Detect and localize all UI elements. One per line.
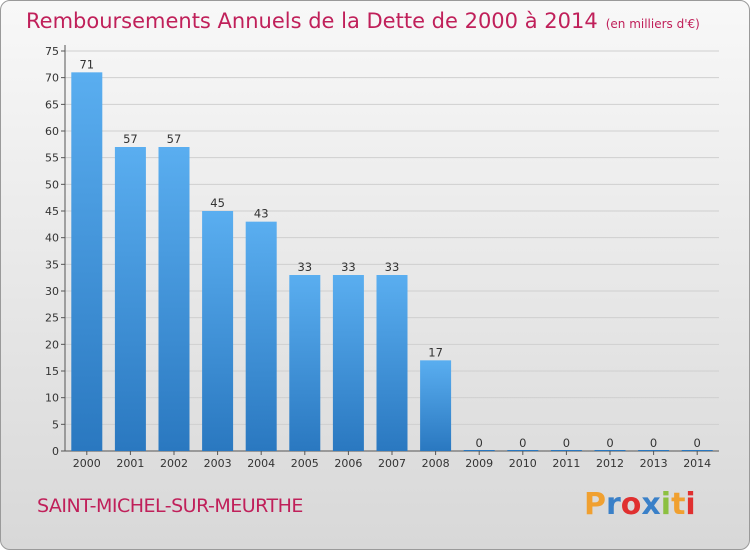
bar-2007 [376,275,408,451]
data-label-2008: 17 [428,345,443,359]
y-tick-label: 70 [45,72,59,85]
data-label-2006: 33 [341,260,356,274]
data-label-2004: 43 [254,207,269,221]
bar-2001 [114,147,146,451]
data-label-2000: 71 [79,57,94,71]
data-labels: 71 57 57 45 43 33 33 33 17 0 0 0 0 0 0 [79,57,700,450]
data-label-2001: 57 [123,132,138,146]
y-tick-label: 35 [45,258,59,271]
logo-letter: i [685,487,696,522]
bar-2000 [71,72,103,451]
x-tick-label: 2012 [596,457,624,470]
chart-unit: (en milliers d'€) [605,17,700,31]
y-tick-label: 45 [45,205,59,218]
chart-title: Remboursements Annuels de la Dette de 20… [26,9,700,33]
chart-title-text: Remboursements Annuels de la Dette de 20… [26,9,598,33]
logo-letter: x [641,487,661,522]
x-tick-label: 2014 [683,457,711,470]
y-tick-label: 75 [45,45,59,58]
y-tick-label: 0 [52,445,59,458]
x-tick-label: 2007 [378,457,406,470]
data-label-2005: 33 [297,260,312,274]
y-tick-label: 30 [45,285,59,298]
data-label-2003: 45 [210,196,225,210]
y-tick-label: 40 [45,232,59,245]
data-label-2007: 33 [385,260,400,274]
logo-letter: P [584,487,606,522]
y-tick-label: 25 [45,312,59,325]
bar-2003 [202,211,234,451]
data-label-2013: 0 [650,436,657,450]
bar-2008 [420,360,452,451]
data-label-2011: 0 [563,436,570,450]
x-tick-label: 2001 [116,457,144,470]
data-label-2014: 0 [694,436,701,450]
x-tick-label: 2003 [204,457,232,470]
logo-letter: r [606,487,621,522]
logo-letter: i [660,487,672,522]
commune-name: SAINT-MICHEL-SUR-MEURTHE [37,495,303,517]
tick-labels: 0 5 10 15 20 25 30 35 40 45 50 55 60 65 70 75 2000 2001 20… [45,45,711,470]
x-tick-label: 2006 [334,457,362,470]
bar-2005 [289,275,321,451]
bar-2006 [332,275,364,451]
y-tick-label: 20 [45,338,59,351]
data-label-2010: 0 [519,436,526,450]
x-tick-label: 2002 [160,457,188,470]
y-tick-label: 55 [45,152,59,165]
x-tick-label: 2000 [73,457,101,470]
x-tick-label: 2013 [640,457,668,470]
logo-letter: t [671,487,686,522]
bar-2002 [158,147,190,451]
bars [71,72,713,451]
data-label-2012: 0 [606,436,613,450]
y-tick-label: 50 [45,178,59,191]
x-tick-label: 2011 [552,457,580,470]
proxiti-logo[interactable]: Proxiti [584,487,696,522]
bar-2004 [245,221,277,451]
y-tick-label: 15 [45,365,59,378]
data-label-2009: 0 [476,436,483,450]
x-tick-label: 2005 [291,457,319,470]
y-tick-label: 5 [52,418,59,431]
x-tick-label: 2010 [509,457,537,470]
y-tick-label: 60 [45,125,59,138]
logo-letter: o [620,487,642,522]
x-tick-label: 2009 [465,457,493,470]
x-tick-label: 2004 [247,457,275,470]
x-tick-label: 2008 [422,457,450,470]
data-label-2002: 57 [167,132,182,146]
y-tick-label: 65 [45,98,59,111]
y-tick-label: 10 [45,392,59,405]
